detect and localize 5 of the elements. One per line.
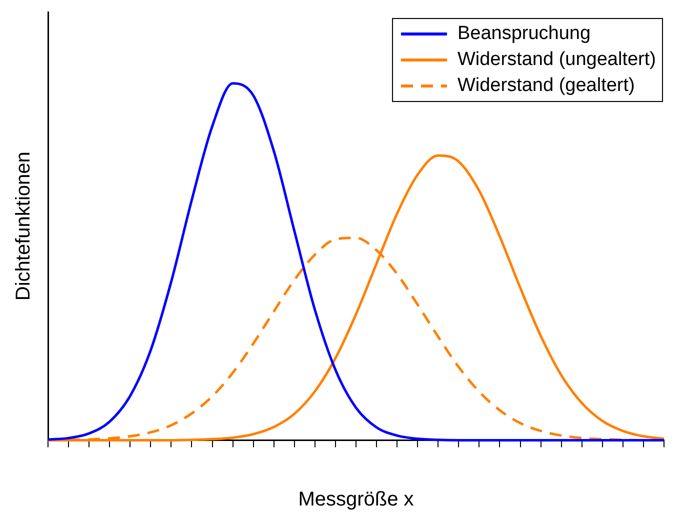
x-axis-title: Messgröße x	[298, 488, 414, 511]
y-axis-title: Dichtefunktionen	[12, 152, 35, 301]
legend-label: Beanspruchung	[457, 22, 591, 46]
legend-label: Widerstand (gealtert)	[457, 74, 635, 98]
legend-label: Widerstand (ungealtert)	[457, 48, 656, 72]
